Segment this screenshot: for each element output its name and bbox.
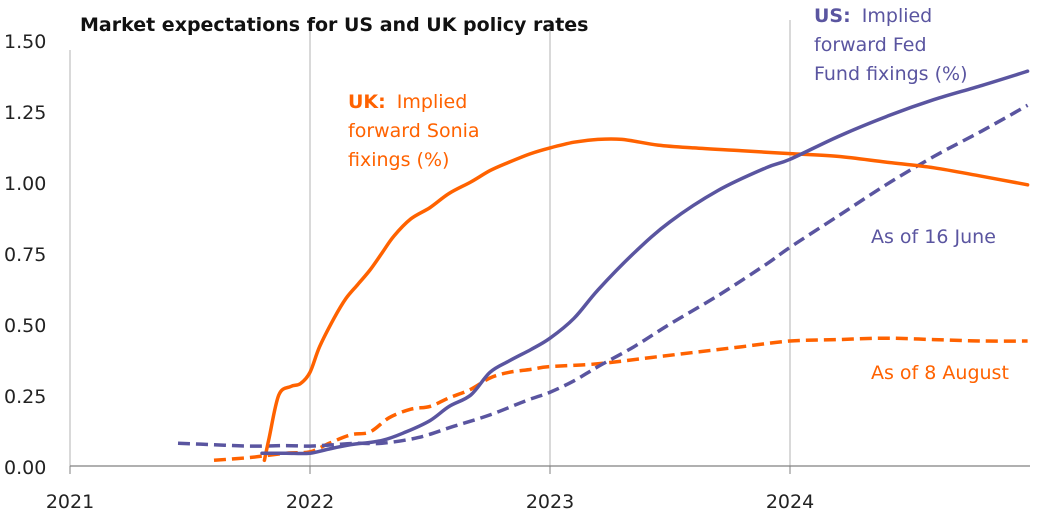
us-dashed-series-line [177, 103, 1029, 448]
series-group [177, 69, 1030, 463]
as-of-16-june-label: As of 16 June [871, 226, 996, 248]
gridlines [309, 20, 791, 466]
uk-annotation-line-3: fixings (%) [348, 149, 449, 171]
uk-solid-series-line [262, 137, 1030, 463]
y-tick-label: 0.00 [4, 457, 46, 479]
uk-annotation-line-2: forward Sonia [348, 120, 480, 142]
y-tick-label: 1.00 [4, 173, 46, 195]
axes [69, 50, 1030, 474]
uk-annotation-line-1: UK: Implied [348, 91, 467, 113]
y-tick-label: 0.50 [4, 315, 46, 337]
x-tick-label: 2022 [286, 491, 334, 513]
uk-dashed-series-line [213, 336, 1028, 463]
as-of-8-august-label: As of 8 August [871, 362, 1009, 384]
x-tick-label: 2021 [46, 491, 94, 513]
uk-series-annotation: UK: Implied forward Sonia fixings (%) [348, 91, 480, 171]
y-tick-label: 0.25 [4, 386, 46, 408]
y-axis-tick-labels: 0.00 0.25 0.50 0.75 1.00 1.25 1.50 [4, 31, 46, 479]
y-tick-label: 1.25 [4, 102, 46, 124]
us-solid-series-line [260, 69, 1030, 456]
uk-annotation-text-1: Implied [397, 91, 467, 113]
x-axis-tick-labels: 2021 2022 2023 2024 [46, 491, 814, 513]
us-annotation-line-1: US: Implied [814, 5, 932, 27]
us-annotation-prefix: US: [814, 5, 851, 27]
y-tick-label: 0.75 [4, 244, 46, 266]
us-annotation-line-3: Fund fixings (%) [814, 63, 967, 85]
us-annotation-line-2: forward Fed [814, 34, 927, 56]
uk-annotation-prefix: UK: [348, 91, 386, 113]
x-tick-label: 2023 [526, 491, 574, 513]
y-tick-label: 1.50 [4, 31, 46, 53]
us-series-annotation: US: Implied forward Fed Fund fixings (%) [814, 5, 967, 85]
us-annotation-text-1: Implied [862, 5, 932, 27]
x-tick-label: 2024 [766, 491, 814, 513]
chart-title: Market expectations for US and UK policy… [80, 14, 588, 36]
